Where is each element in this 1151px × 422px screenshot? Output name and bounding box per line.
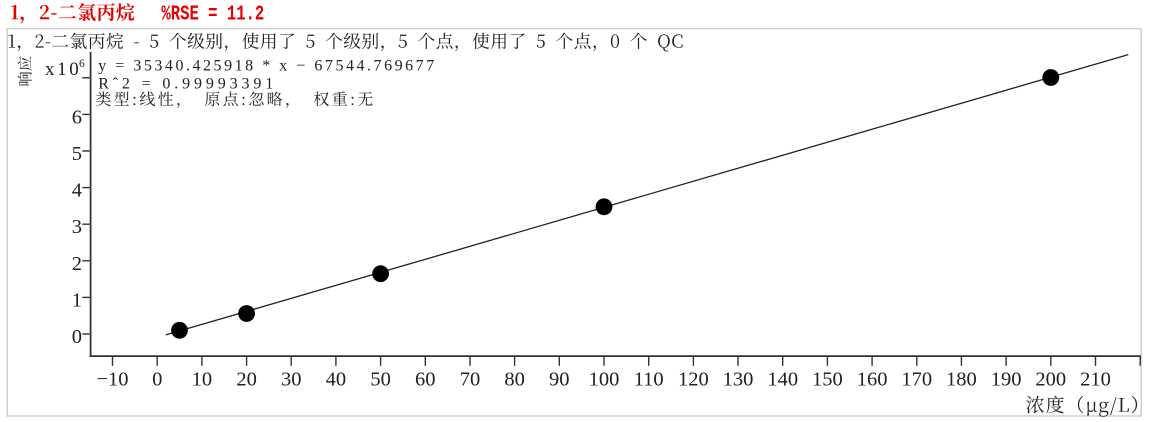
svg-text:−10: −10 [96,369,128,391]
svg-text:110: 110 [634,369,664,391]
svg-text:200: 200 [1035,369,1066,391]
svg-text:Rˆ2 = 0.99993391: Rˆ2 = 0.99993391 [98,76,273,93]
svg-text:x10: x10 [45,59,81,80]
svg-text:3: 3 [72,216,82,238]
svg-text:30: 30 [281,369,302,391]
svg-text:150: 150 [812,369,843,391]
svg-text:130: 130 [723,369,754,391]
svg-text:2: 2 [72,253,82,275]
svg-text:120: 120 [678,369,709,391]
svg-text:5: 5 [72,143,82,165]
svg-text:40: 40 [326,369,347,391]
svg-text:10: 10 [192,369,213,391]
svg-text:%RSE = 11.2: %RSE = 11.2 [161,1,264,26]
svg-text:y = 35340.425918 * x − 67544.: y = 35340.425918 * x − 67544.769677 [98,57,434,74]
svg-text:50: 50 [370,369,391,391]
svg-text:170: 170 [901,369,932,391]
svg-text:160: 160 [857,369,888,391]
svg-text:6: 6 [79,58,85,70]
svg-text:80: 80 [504,369,525,391]
svg-text:70: 70 [460,369,481,391]
svg-text:90: 90 [549,369,570,391]
svg-text:100: 100 [589,369,620,391]
svg-text:1: 1 [72,289,82,311]
svg-text:20: 20 [236,369,257,391]
svg-text:190: 190 [991,369,1022,391]
svg-text:180: 180 [946,369,977,391]
svg-text:0: 0 [72,326,82,348]
svg-text:140: 140 [767,369,798,391]
svg-text:0: 0 [152,369,162,391]
svg-text:6: 6 [72,106,82,128]
svg-text:60: 60 [415,369,436,391]
svg-text:4: 4 [72,180,82,202]
svg-text:210: 210 [1080,369,1111,391]
